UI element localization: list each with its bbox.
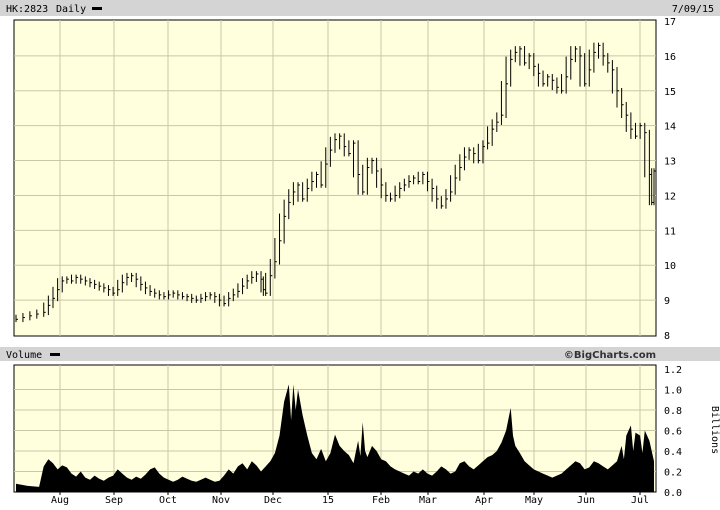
x-tick-label: Apr (475, 495, 493, 506)
chart-interval: Daily (56, 4, 86, 15)
x-tick-label: Dec (264, 495, 282, 506)
price-header-bar (0, 0, 720, 16)
price-y-tick: 14 (664, 122, 676, 133)
price-y-tick: 10 (664, 261, 676, 272)
x-tick-label: Jun (577, 495, 595, 506)
price-y-tick: 15 (664, 87, 676, 98)
chart-symbol: HK:2823 (6, 4, 48, 15)
volume-y-axis: 1.2 1.0 0.8 0.6 0.4 0.2 0.0 (664, 365, 682, 499)
x-tick-label: Mar (419, 495, 437, 506)
x-tick-label: Aug (51, 495, 69, 506)
volume-y-tick: 0.6 (664, 427, 682, 438)
volume-area (16, 384, 654, 492)
volume-y-tick: 0.0 (664, 488, 682, 499)
x-tick-label: Oct (159, 495, 177, 506)
price-series (15, 42, 656, 323)
volume-legend-icon (50, 353, 60, 356)
x-axis: Aug Sep Oct Nov Dec 15 Feb Mar Apr May Jun Jul (51, 492, 649, 506)
x-tick-label: Nov (212, 495, 230, 506)
volume-y-tick: 0.2 (664, 468, 682, 479)
x-tick-label: 15 (322, 495, 334, 506)
volume-header-bar (0, 347, 720, 361)
x-tick-label: Feb (372, 495, 390, 506)
legend-line-icon (92, 7, 102, 10)
price-y-tick: 13 (664, 157, 676, 168)
price-panel (13, 19, 657, 337)
x-tick-label: Jul (631, 495, 649, 506)
price-y-tick: 11 (664, 226, 676, 237)
volume-y-tick: 0.8 (664, 406, 682, 417)
brand-watermark: ©BigCharts.com (564, 350, 656, 361)
volume-label: Volume (6, 350, 42, 361)
volume-y-tick: 1.0 (664, 386, 682, 397)
volume-y-tick: 1.2 (664, 365, 682, 376)
price-y-tick: 8 (664, 331, 670, 342)
x-tick-label: Sep (105, 495, 123, 506)
price-y-axis: 17 16 15 14 13 12 11 10 9 8 (664, 17, 676, 342)
chart-date: 7/09/15 (672, 4, 714, 15)
price-y-tick: 9 (664, 296, 670, 307)
price-y-tick: 16 (664, 52, 676, 63)
volume-y-tick: 0.4 (664, 447, 682, 458)
x-tick-label: May (525, 495, 543, 506)
price-grid (14, 20, 656, 336)
volume-y-axis-label: Billions (709, 406, 720, 454)
price-y-tick: 17 (664, 17, 676, 28)
price-y-tick: 12 (664, 191, 676, 202)
